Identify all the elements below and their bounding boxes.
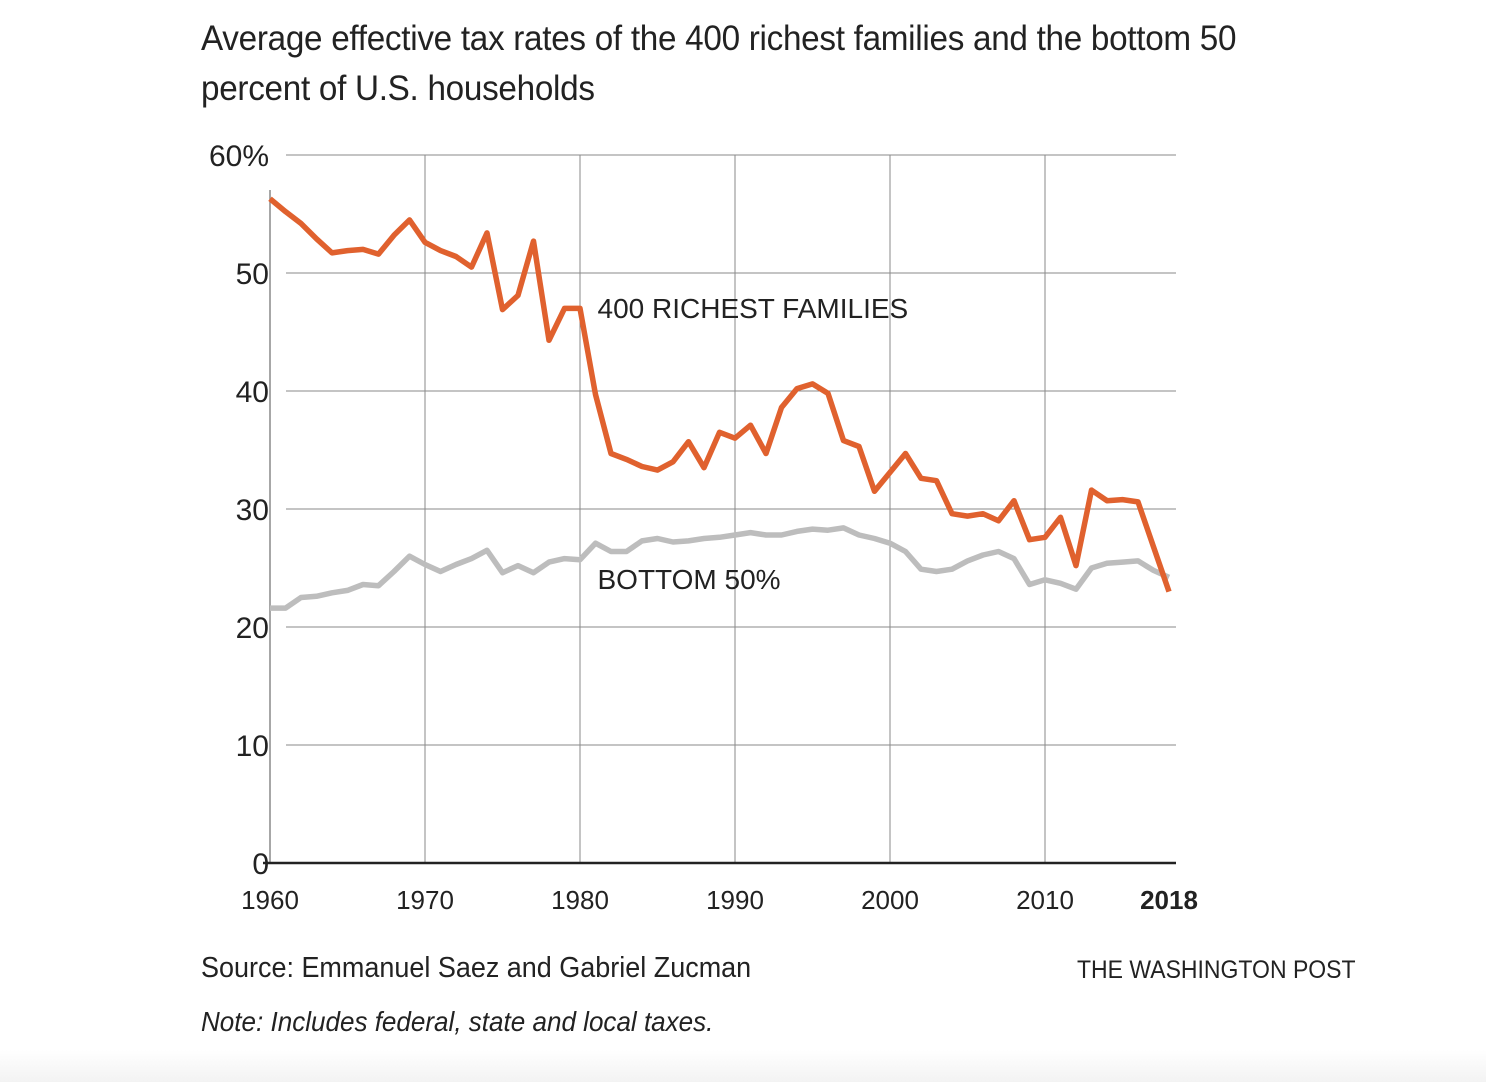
chart-title: Average effective tax rates of the 400 r… xyxy=(201,19,1237,108)
page-bottom-band xyxy=(0,1050,1486,1082)
y-tick-label: 0 xyxy=(252,848,269,881)
series-label-400-richest-families: 400 RICHEST FAMILIES xyxy=(598,293,909,324)
y-tick-label: 30 xyxy=(236,494,269,527)
series-line-bottom-50 xyxy=(270,525,1171,611)
series-label-bottom-50: BOTTOM 50% xyxy=(598,564,781,595)
x-tick-label: 1990 xyxy=(706,885,764,915)
x-tick-label: 1960 xyxy=(241,885,299,915)
y-tick-label: 50 xyxy=(236,258,269,291)
series-line-400-richest-families xyxy=(268,196,1172,593)
axes: 0 10 20 30 40 50 60% 1960 1970 1980 1990 2000 2010 20… xyxy=(209,140,1198,915)
x-tick-label: 2018 xyxy=(1140,885,1198,915)
series-lines xyxy=(268,196,1172,611)
series-labels: 400 RICHEST FAMILIES BOTTOM 50% xyxy=(598,293,909,595)
x-tick-label: 2010 xyxy=(1016,885,1074,915)
x-tick-label: 1970 xyxy=(396,885,454,915)
publisher-credit: THE WASHINGTON POST xyxy=(1077,956,1356,984)
y-tick-label: 20 xyxy=(236,612,269,645)
footnote: Note: Includes federal, state and local … xyxy=(201,1006,714,1037)
x-tick-label: 2000 xyxy=(861,885,919,915)
y-tick-label: 10 xyxy=(236,730,269,763)
grid xyxy=(286,154,1176,863)
source-note: Source: Emmanuel Saez and Gabriel Zucman xyxy=(201,952,752,984)
x-tick-label: 1980 xyxy=(551,885,609,915)
y-tick-label: 40 xyxy=(236,376,269,409)
line-chart: 0 10 20 30 40 50 60% 1960 1970 1980 1990 2000 2010 20… xyxy=(209,140,1198,915)
y-tick-label: 60% xyxy=(209,140,269,173)
